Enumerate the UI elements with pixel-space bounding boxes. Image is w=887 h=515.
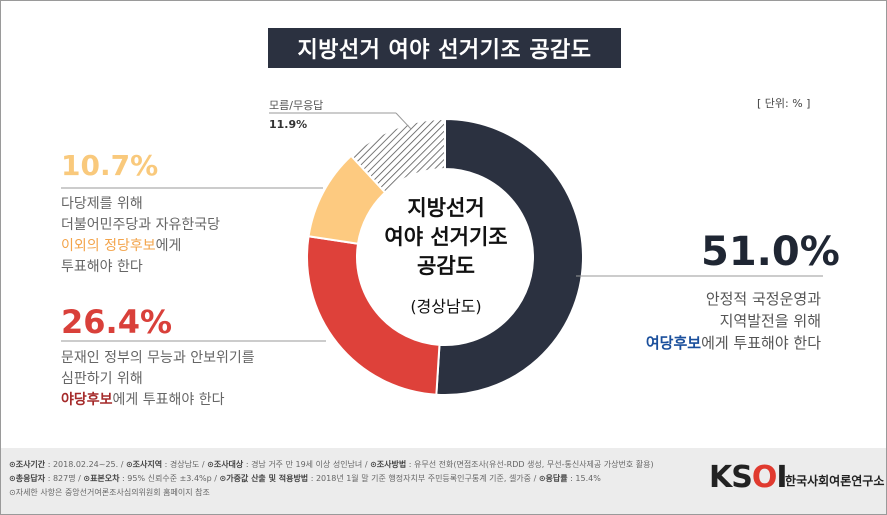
opposition-value: 26.4%	[61, 303, 173, 341]
slice-opposition	[306, 235, 441, 396]
slice-dont-know	[349, 117, 446, 194]
logo-s: S	[731, 460, 753, 495]
third-party-line4: 투표해야 한다	[61, 259, 143, 275]
footer-item: ⊙조사방법 : 유무선 전화(면접조사(유선-RDD 생성, 무선-통신사제공 …	[370, 460, 654, 469]
footer-item-value: : 95% 신뢰수준 ±3.4%p /	[119, 474, 220, 483]
footer-reference: 자세한 사항은 중앙선거여론조사심의위원회 홈페이지 참조	[15, 488, 210, 497]
footer-item-key: ⊙조사기간	[9, 460, 46, 469]
footer-line3: ⊙자세한 사항은 중앙선거여론조사심의위원회 홈페이지 참조	[9, 488, 210, 497]
ruling-value: 51.0%	[701, 229, 840, 275]
center-title-line2: 여야 선거기조	[384, 225, 508, 249]
slice-ruling	[435, 117, 584, 396]
footer-item-value: : 경상남도 /	[162, 460, 208, 469]
center-subtitle: (경상남도)	[410, 297, 482, 316]
footer-item-value: : 2018년 1월 말 기준 행정자치부 주민등록인구통계 기준, 셀가중 /	[308, 474, 539, 483]
ksoi-logo: KSOI	[709, 460, 788, 495]
footer-item-value: : 15.4%	[567, 474, 601, 483]
logo-subtitle: 한국사회여론연구소	[785, 474, 885, 488]
logo-o: O	[751, 460, 777, 495]
footer-item: ⊙총응답자 : 827명 /	[9, 474, 83, 483]
footer-item-key: ⊙응답률	[538, 474, 568, 483]
opposition-description: 문재인 정부의 무능과 안보위기를 심판하기 위해 야당후보에게 투표해야 한다	[61, 348, 255, 411]
opposition-line2: 심판하기 위해	[61, 371, 143, 387]
opposition-line1: 문재인 정부의 무능과 안보위기를	[61, 350, 255, 366]
third-party-highlight: 이외의 정당후보	[61, 238, 156, 254]
opposition-line3-rest: 에게 투표해야 한다	[112, 392, 225, 408]
third-party-line3-rest: 에게	[155, 238, 182, 254]
logo-k: K	[709, 460, 732, 495]
ruling-line1: 안정적 국정운영과	[705, 290, 821, 308]
third-party-value: 10.7%	[61, 149, 159, 182]
footer-item-value: : 827명 /	[45, 474, 84, 483]
footer-line1: ⊙조사기간 : 2018.02.24~25. / ⊙조사지역 : 경상남도 / …	[9, 458, 699, 472]
ruling-line3: 여당후보에게 투표해야 한다	[601, 332, 821, 354]
footer-notes-panel: ⊙조사기간 : 2018.02.24~25. / ⊙조사지역 : 경상남도 / …	[1, 448, 886, 514]
footer-line2: ⊙총응답자 : 827명 / ⊙표본오차 : 95% 신뢰수준 ±3.4%p /…	[9, 472, 699, 486]
footer-item: ⊙응답률 : 15.4%	[539, 474, 601, 483]
opposition-highlight: 야당후보	[61, 392, 113, 408]
footer-item-key: ⊙조사방법	[370, 460, 407, 469]
chart-title: 지방선거 여야 선거기조 공감도	[268, 28, 621, 68]
footer-item: ⊙가중값 산출 및 적용방법 : 2018년 1월 말 기준 행정자치부 주민등…	[220, 474, 539, 483]
dont-know-value: 11.9%	[269, 118, 308, 131]
unit-label: [ 단위: % ]	[757, 97, 811, 110]
footer-item-key: ⊙조사지역	[125, 460, 163, 469]
dont-know-label: 모름/무응답	[269, 99, 324, 112]
third-party-description: 다당제를 위해 더불어민주당과 자유한국당 이외의 정당후보에게 투표해야 한다	[61, 194, 220, 278]
ruling-description: 안정적 국정운영과 지역발전을 위해 여당후보에게 투표해야 한다	[601, 288, 821, 354]
ruling-highlight: 여당후보	[645, 334, 702, 352]
third-party-line1: 다당제를 위해	[61, 196, 143, 212]
footer-item: ⊙표본오차 : 95% 신뢰수준 ±3.4%p /	[83, 474, 219, 483]
third-party-line3: 이외의 정당후보에게	[61, 236, 220, 257]
logo-i: I	[776, 460, 787, 495]
footer-item: ⊙조사대상 : 경남 거주 만 19세 이상 성인남녀 /	[207, 460, 370, 469]
footer-item-value: : 유무선 전화(면접조사(유선-RDD 생성, 무선-통신사제공 가상번호 활…	[406, 460, 654, 469]
footer-item-key: ⊙표본오차	[83, 474, 120, 483]
footer-item: ⊙조사기간 : 2018.02.24~25. /	[9, 460, 126, 469]
leader-dont-know-diag	[395, 112, 412, 130]
opposition-line3: 야당후보에게 투표해야 한다	[61, 390, 255, 411]
footer-item-key: ⊙조사대상	[207, 460, 244, 469]
center-title-line1: 지방선거	[407, 196, 485, 220]
center-title-line3: 공감도	[417, 254, 475, 278]
ruling-line3-rest: 에게 투표해야 한다	[701, 334, 821, 352]
ruling-line2: 지역발전을 위해	[719, 312, 821, 330]
donut-chart	[61, 112, 823, 396]
center-title: 지방선거 여야 선거기조 공감도	[356, 194, 536, 281]
footer-item: ⊙조사지역 : 경상남도 /	[126, 460, 207, 469]
footer-item-value: : 경남 거주 만 19세 이상 성인남녀 /	[243, 460, 371, 469]
footer-item-key: ⊙가중값 산출 및 적용방법	[219, 474, 309, 483]
footer-item-key: ⊙총응답자	[9, 474, 46, 483]
footer-notes: ⊙조사기간 : 2018.02.24~25. / ⊙조사지역 : 경상남도 / …	[9, 458, 699, 500]
third-party-line2: 더불어민주당과 자유한국당	[61, 217, 221, 233]
footer-item-value: : 2018.02.24~25. /	[45, 460, 126, 469]
